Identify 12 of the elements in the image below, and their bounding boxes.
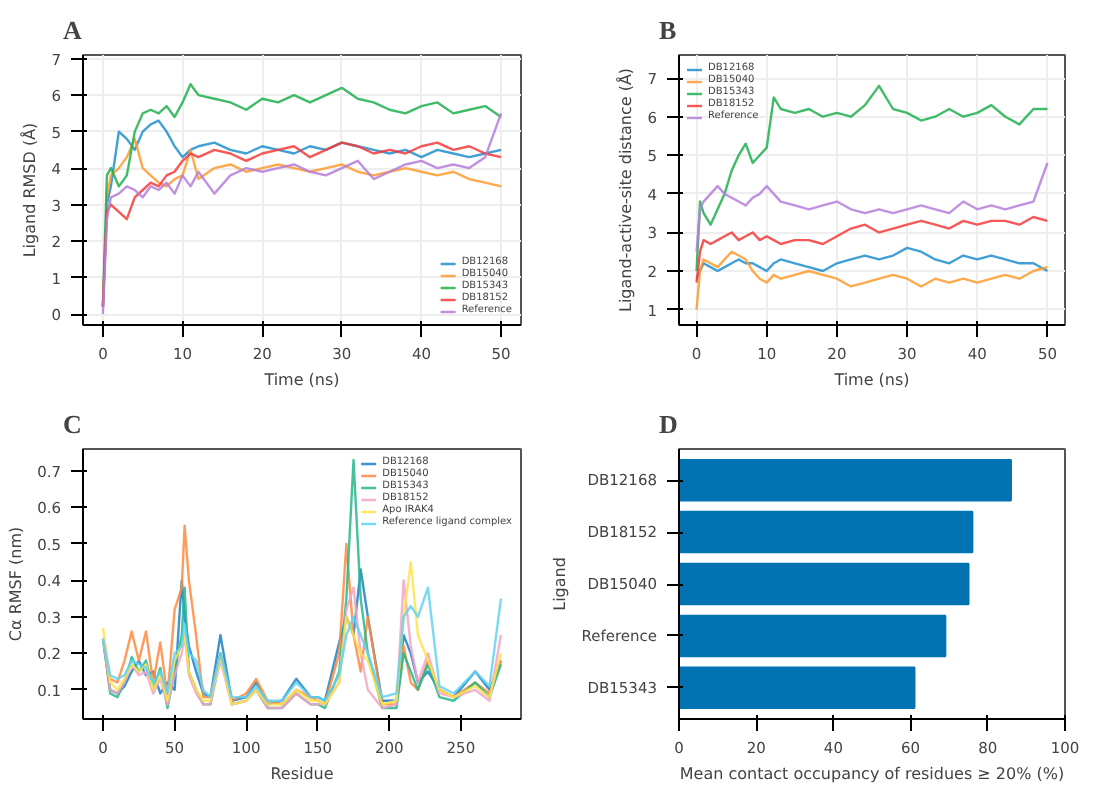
y-axis-title: Ligand <box>551 557 570 611</box>
y-axis-title: Ligand-active-site distance (Å) <box>615 67 636 313</box>
chart-title: B <box>659 15 677 45</box>
y-axis-title: Ligand RMSD (Å) <box>19 122 40 258</box>
x-axis-title: Mean contact occupancy of residues ≥ 20% (%) <box>679 765 1065 783</box>
x-axis-title: Time (ns) <box>262 371 340 389</box>
chart-title: A <box>63 15 83 45</box>
x-axis-title: Time (ns) <box>832 371 910 389</box>
x-axis-title: Residue <box>270 765 334 783</box>
y-axis-title: Cα RMSF (nm) <box>7 526 26 642</box>
chart-title: D <box>659 409 678 439</box>
chart-title: C <box>63 409 82 439</box>
